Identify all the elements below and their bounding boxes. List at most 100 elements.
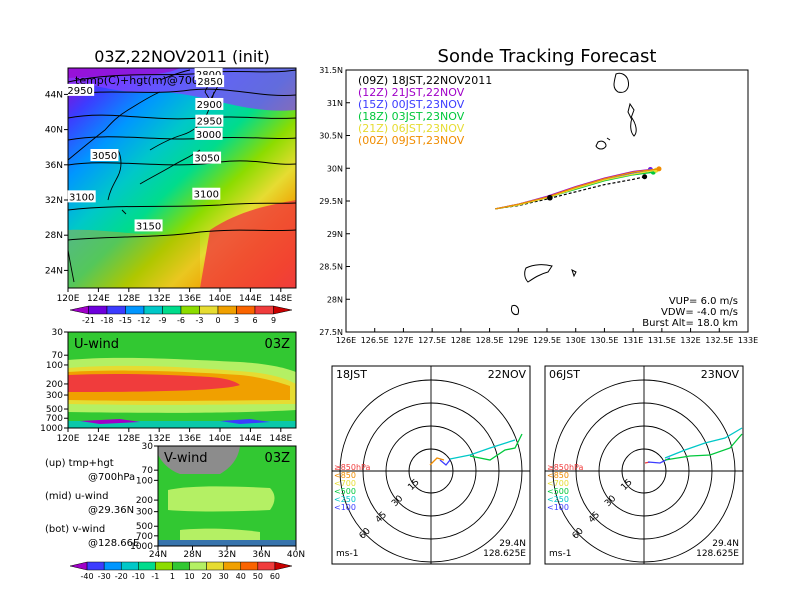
- wind-colorbar-cell: [138, 561, 156, 571]
- temp-colorbar-cell: [199, 305, 219, 315]
- map-y-tick-label: 36N: [45, 161, 63, 171]
- map-x-tick-label: 144E: [239, 294, 262, 304]
- tracking-title: Sonde Tracking Forecast: [438, 46, 657, 67]
- contour-label-bg: [194, 127, 223, 140]
- map-x-tick-label: 148E: [269, 294, 292, 304]
- contour-label: 3150: [136, 221, 161, 232]
- tracking-y-tick-label: 28.5N: [319, 263, 343, 272]
- hodograph-level-legend: <500: [547, 487, 569, 496]
- v-wind-y-tick-label: 30: [142, 442, 154, 452]
- temp-colorbar-cell: [106, 305, 126, 315]
- left-map-title: 03Z,22NOV2011 (init): [94, 47, 270, 66]
- wind-colorbar-label: 10: [184, 572, 194, 581]
- v-wind-x-tick-label: 24N: [149, 550, 167, 560]
- wind-colorbar-cell: [172, 561, 190, 571]
- v-wind-y-tick-label: 1000: [130, 542, 153, 552]
- hodograph-level-legend: ≥850hPa: [547, 463, 584, 472]
- map-x-tick-label: 128E: [117, 294, 140, 304]
- u-wind-x-ticks: 120E 124E 128E 132E 136E 140E 144E 148E: [57, 428, 293, 444]
- tracking-x-tick-label: 131.5E: [648, 336, 676, 345]
- wind-colorbar-label: -20: [115, 572, 128, 581]
- contour-label-bg: [195, 114, 224, 127]
- v-wind-y-tick-label: 200: [136, 496, 153, 506]
- contour-label: 2900: [197, 100, 222, 111]
- tracking-param: VDW= -4.0 m/s: [661, 307, 738, 318]
- launch-point: [547, 194, 553, 201]
- tracking-param: VUP= 6.0 m/s: [669, 296, 738, 307]
- u-wind-y-tick-label: 700: [46, 414, 63, 424]
- u-wind-x-tick-label: 120E: [57, 434, 80, 444]
- hodograph-level-legend: <100: [334, 503, 356, 512]
- wind-colorbar-cell: [120, 561, 139, 571]
- tracking-y-tick-label: 27.5N: [319, 328, 343, 337]
- map-y-tick-label: 40N: [45, 126, 63, 136]
- hodograph-level-legend: <250: [334, 495, 356, 504]
- map-x-tick-label: 140E: [209, 294, 232, 304]
- u-wind-x-tick-label: 140E: [209, 434, 232, 444]
- tracking-coastline: [511, 72, 637, 315]
- map-y-tick-label: 24N: [45, 266, 63, 276]
- temp-colorbar-cell: [180, 305, 200, 315]
- wind-colorbar-label: 1: [170, 572, 175, 581]
- tracking-y-tick-label: 29.5N: [319, 197, 343, 206]
- left-map-frame: [67, 67, 297, 289]
- map-y-tick-label: 28N: [45, 231, 63, 241]
- contour-label: 2850: [197, 77, 222, 88]
- tracking-legend-entry: (15Z) 00JST,23NOV: [358, 98, 465, 111]
- v-wind-x-tick-label: 40N: [287, 550, 305, 560]
- map-x-tick-label: 132E: [148, 294, 171, 304]
- temp-colorbar-label: 9: [271, 316, 276, 325]
- temp-colorbar-cell: [162, 305, 182, 315]
- temp-colorbar-label: 3: [234, 316, 239, 325]
- hodograph-trace: [429, 457, 445, 466]
- v-wind-x-ticks: 24N 28N 32N 36N 40N: [149, 546, 305, 560]
- hodograph-level-legend: <100: [547, 503, 569, 512]
- v-wind-y-tick-label: 500: [136, 522, 153, 532]
- contour-label: 3050: [194, 154, 219, 165]
- tracking-legend-entry: (12Z) 21JST,22NOV: [358, 86, 465, 99]
- hodograph-rings: [332, 366, 530, 564]
- map-y-ticks: 24N 28N 32N 36N 40N 44N: [45, 90, 68, 276]
- panel-legend-text: (mid) u-wind: [45, 491, 108, 502]
- contour-label: 3100: [194, 190, 219, 201]
- contour-label: 2950: [67, 86, 92, 97]
- temp-colorbar-cell: [254, 305, 274, 315]
- wind-colorbar-label: 20: [202, 572, 212, 581]
- temp-colorbar-label: -21: [82, 316, 95, 325]
- temp-colorbar-cell: [273, 305, 293, 315]
- tracking-x-tick-label: 132E: [680, 336, 700, 345]
- hodograph-level-legend: ≥850hPa: [334, 463, 371, 472]
- tracking-x-tick-label: 130E: [566, 336, 586, 345]
- u-wind-x-tick-label: 132E: [148, 434, 171, 444]
- hodograph-lat: 29.4N: [712, 539, 739, 549]
- tracking-legend-entry: (09Z) 18JST,22NOV2011: [358, 74, 492, 87]
- tracking-x-tick-label: 127E: [393, 336, 413, 345]
- wind-colorbar: -40 -30 -20 -10 -1 1 10 20 30 40 50 60: [69, 561, 293, 581]
- tracking-x-tick-label: 133E: [738, 336, 758, 345]
- temp-colorbar-label: -9: [159, 316, 167, 325]
- tracking-y-tick-label: 31.5N: [319, 66, 343, 75]
- tracking-x-tick-label: 131E: [623, 336, 643, 345]
- map-x-tick-label: 120E: [57, 294, 80, 304]
- track-line: [495, 176, 645, 210]
- hodograph-corner-date: 22NOV: [488, 368, 527, 381]
- wind-colorbar-label: -10: [132, 572, 145, 581]
- map-y-tick-label: 44N: [45, 90, 63, 100]
- wind-colorbar-label: 40: [236, 572, 246, 581]
- v-wind-y-tick-label: 300: [136, 508, 153, 518]
- contour-label-bg: [90, 149, 119, 161]
- u-wind-y-tick-label: 30: [52, 328, 64, 338]
- temp-colorbar-label: -12: [137, 316, 150, 325]
- hodograph-trace: [664, 427, 743, 459]
- u-wind-y-tick-label: 500: [46, 405, 63, 415]
- hodograph-lon: 128.625E: [696, 549, 739, 559]
- contour-label: 3050: [92, 151, 117, 162]
- hodograph-trace: [469, 433, 523, 461]
- tracking-x-tick-label: 128E: [451, 336, 471, 345]
- wind-colorbar-cell: [189, 561, 207, 571]
- panel-legend-text: (up) tmp+hgt: [45, 458, 114, 469]
- hodograph-rings: [545, 366, 743, 564]
